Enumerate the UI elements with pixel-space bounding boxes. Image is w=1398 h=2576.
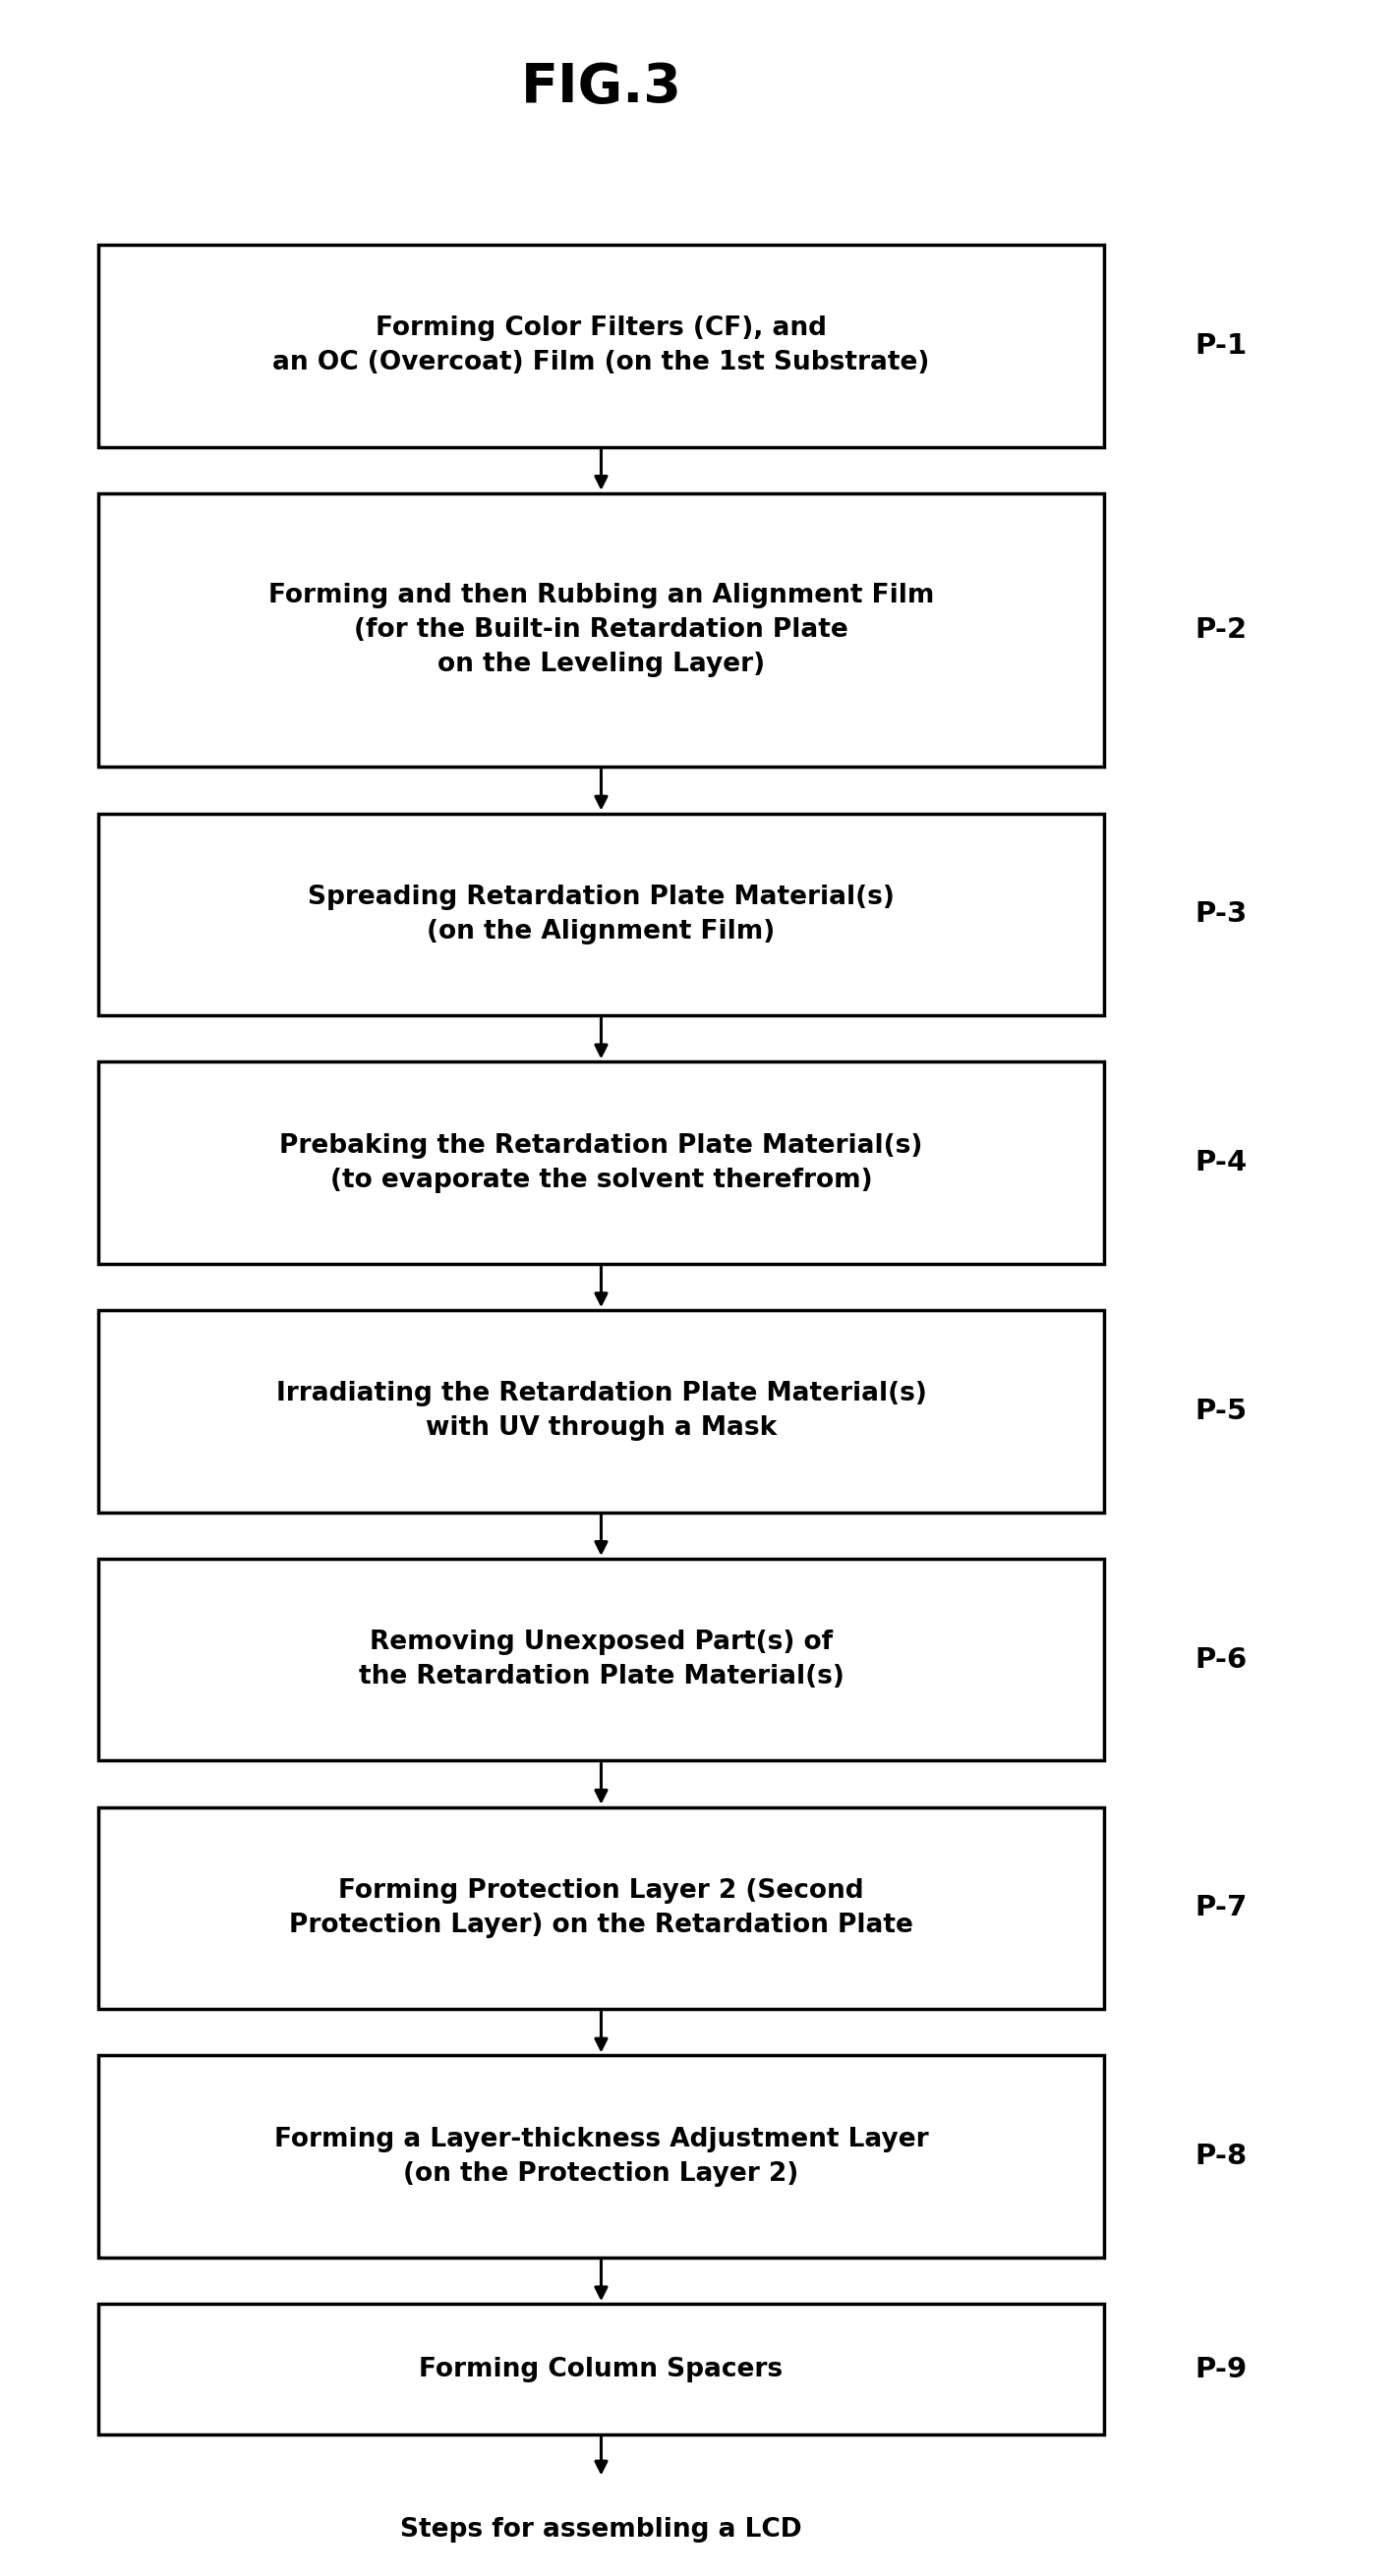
FancyBboxPatch shape [98, 492, 1104, 768]
Text: P-3: P-3 [1195, 902, 1248, 927]
FancyBboxPatch shape [98, 245, 1104, 446]
FancyBboxPatch shape [98, 1558, 1104, 1762]
Text: Forming Column Spacers: Forming Column Spacers [419, 2357, 783, 2383]
Text: P-4: P-4 [1195, 1149, 1247, 1177]
FancyBboxPatch shape [98, 1808, 1104, 2009]
Text: Forming and then Rubbing an Alignment Film
(for the Built-in Retardation Plate
o: Forming and then Rubbing an Alignment Fi… [268, 582, 934, 677]
Text: Irradiating the Retardation Plate Material(s)
with UV through a Mask: Irradiating the Retardation Plate Materi… [275, 1381, 927, 1440]
Text: FIG.3: FIG.3 [520, 62, 682, 113]
Text: P-5: P-5 [1195, 1396, 1247, 1425]
Text: P-8: P-8 [1195, 2143, 1247, 2172]
Text: Spreading Retardation Plate Material(s)
(on the Alignment Film): Spreading Retardation Plate Material(s) … [308, 884, 895, 945]
Text: Forming Protection Layer 2 (Second
Protection Layer) on the Retardation Plate: Forming Protection Layer 2 (Second Prote… [289, 1878, 913, 1937]
Text: P-1: P-1 [1195, 332, 1247, 361]
Text: Forming a Layer-thickness Adjustment Layer
(on the Protection Layer 2): Forming a Layer-thickness Adjustment Lay… [274, 2128, 928, 2187]
Text: Removing Unexposed Part(s) of
the Retardation Plate Material(s): Removing Unexposed Part(s) of the Retard… [358, 1631, 844, 1690]
Text: P-7: P-7 [1195, 1893, 1248, 1922]
FancyBboxPatch shape [98, 814, 1104, 1015]
Text: Prebaking the Retardation Plate Material(s)
(to evaporate the solvent therefrom): Prebaking the Retardation Plate Material… [280, 1133, 923, 1193]
FancyBboxPatch shape [98, 1061, 1104, 1265]
FancyBboxPatch shape [98, 2303, 1104, 2434]
Text: Forming Color Filters (CF), and
an OC (Overcoat) Film (on the 1st Substrate): Forming Color Filters (CF), and an OC (O… [273, 317, 930, 376]
FancyBboxPatch shape [98, 2056, 1104, 2257]
Text: P-6: P-6 [1195, 1646, 1247, 1674]
Text: P-9: P-9 [1195, 2354, 1247, 2383]
Text: P-2: P-2 [1195, 616, 1247, 644]
Text: Steps for assembling a LCD: Steps for assembling a LCD [400, 2517, 802, 2543]
FancyBboxPatch shape [98, 1311, 1104, 1512]
